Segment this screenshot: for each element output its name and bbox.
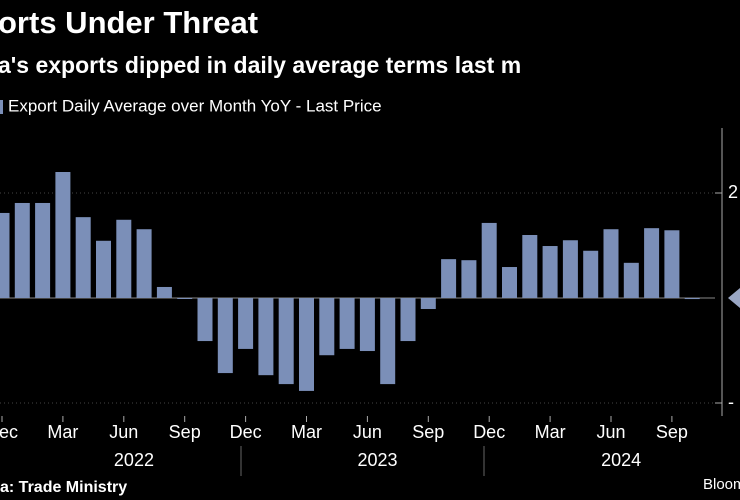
bar — [522, 235, 538, 298]
bar — [603, 229, 619, 298]
bar — [0, 212, 10, 298]
x-tick-label: Sep — [169, 422, 201, 442]
bar — [14, 202, 30, 298]
bar — [299, 298, 314, 391]
legend-swatch — [0, 100, 3, 114]
bar — [420, 298, 436, 310]
bar — [116, 219, 132, 298]
bar — [502, 267, 517, 298]
year-label: 2023 — [358, 450, 398, 470]
bar — [136, 229, 152, 298]
bar — [400, 298, 416, 342]
bar — [258, 298, 274, 376]
bar — [75, 217, 91, 298]
bar — [562, 240, 578, 298]
bar — [461, 260, 477, 298]
bar — [156, 286, 172, 298]
bar — [238, 298, 254, 349]
last-price-marker — [728, 288, 740, 308]
x-tick-label: Jun — [596, 422, 625, 442]
bar — [664, 230, 680, 298]
bar — [583, 250, 599, 298]
x-tick-label: Jun — [109, 422, 138, 442]
bar — [481, 222, 497, 298]
x-tick-label: Mar — [291, 422, 322, 442]
y-tick-label: - — [728, 392, 734, 412]
x-tick-label: Dec — [230, 422, 262, 442]
x-tick-label: Mar — [47, 422, 78, 442]
bar — [623, 262, 639, 298]
brand: Bloom — [703, 476, 740, 493]
bar — [380, 298, 396, 385]
bar — [55, 172, 71, 298]
legend-label: Export Daily Average over Month YoY - La… — [8, 96, 382, 115]
source: a: Trade Ministry — [0, 479, 127, 496]
chart-subtitle: a's exports dipped in daily average term… — [0, 52, 521, 78]
x-tick-label: Mar — [535, 422, 566, 442]
bar — [542, 246, 558, 298]
bar — [441, 259, 457, 298]
year-label: 2022 — [114, 450, 154, 470]
x-tick-label: Dec — [473, 422, 505, 442]
y-tick-label: 2 — [728, 182, 738, 202]
bar — [319, 298, 335, 356]
year-label: 2024 — [601, 450, 641, 470]
bar — [359, 298, 375, 352]
x-tick-label: Sep — [412, 422, 444, 442]
bar — [684, 298, 700, 300]
bar — [339, 298, 355, 349]
bar — [96, 240, 111, 298]
bar — [177, 298, 193, 299]
x-tick-label: Sep — [656, 422, 688, 442]
x-tick-label: Dec — [0, 422, 18, 442]
chart-title: orts Under Threat — [0, 5, 258, 40]
x-tick-label: Jun — [353, 422, 382, 442]
bar — [197, 298, 213, 342]
bar — [278, 298, 294, 385]
bar — [644, 228, 660, 298]
bar — [217, 298, 233, 374]
bar — [35, 202, 51, 298]
